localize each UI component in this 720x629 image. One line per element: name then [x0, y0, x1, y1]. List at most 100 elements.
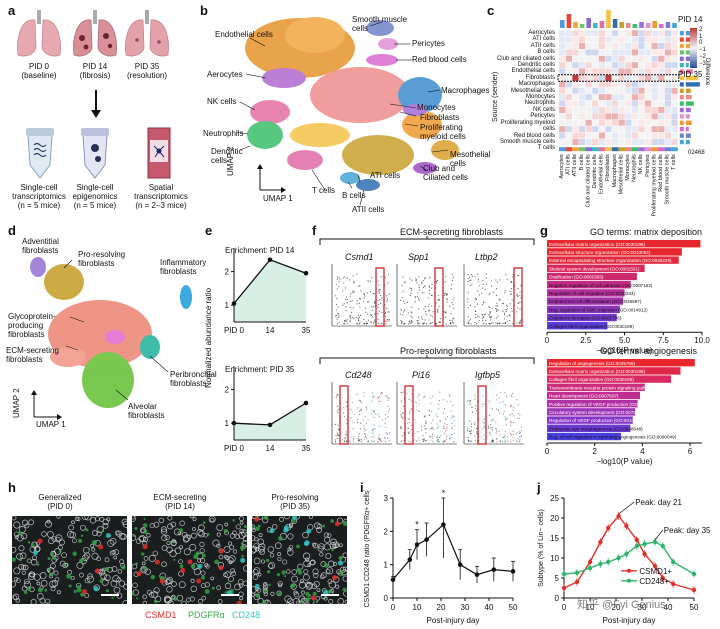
i-point — [414, 542, 420, 547]
cell-nucleus — [154, 595, 162, 603]
violin-dot — [371, 400, 373, 402]
heatmap-top-bar — [665, 22, 671, 28]
pdgfra-signal — [223, 528, 228, 534]
microscopy-image-1 — [9, 513, 130, 608]
heatmap-cell — [644, 55, 652, 63]
violin-dot — [516, 417, 518, 419]
violin-dot — [352, 307, 354, 309]
violin-dot — [444, 275, 446, 278]
violin-dot — [373, 424, 375, 426]
violin-dot — [509, 319, 511, 322]
violin-dot — [387, 273, 390, 276]
heatmap-col-color — [638, 147, 645, 152]
violin-dot — [431, 283, 433, 285]
j-point — [598, 539, 603, 545]
e-area — [234, 403, 306, 440]
violin-dot — [508, 314, 511, 316]
pdgfra-signal — [77, 585, 81, 589]
lung-pid14-caption: PID 14 (fibrosis) — [70, 62, 120, 80]
violin-dot — [363, 425, 365, 427]
violin-dot — [452, 404, 454, 407]
violin-dot — [432, 437, 434, 439]
violin-dot — [336, 437, 339, 440]
heatmap-cell — [572, 125, 579, 133]
pdgfra-signal — [17, 531, 22, 536]
heatmap-cell — [644, 119, 652, 127]
umap-b-label-b-cells: B cells — [342, 191, 366, 200]
heatmap-cell — [651, 68, 659, 75]
violin-dot — [483, 315, 485, 318]
cell-nucleus — [20, 532, 28, 540]
heatmap-col-color — [671, 147, 678, 152]
violin-dot — [400, 320, 402, 322]
heatmap-side-bar — [685, 88, 691, 93]
heatmap-cell — [618, 132, 626, 139]
violin-dot — [511, 395, 513, 398]
violin-dot — [492, 322, 494, 324]
go-bar — [547, 400, 638, 408]
umap-b-label-mesothelial: Mesothelial cells — [450, 150, 491, 168]
violin-dot — [372, 392, 374, 394]
violin-dot — [363, 433, 366, 435]
violin-dot — [423, 278, 426, 280]
heatmap-top-bar — [586, 18, 591, 28]
heatmap-cell — [605, 42, 612, 50]
heatmap-row-color — [679, 37, 684, 42]
violin-dot — [502, 437, 504, 439]
cell-nucleus — [274, 542, 282, 549]
pdgfra-signal — [49, 572, 54, 577]
heatmap-row-label: Aerocytes — [528, 30, 555, 36]
violin-dot — [360, 422, 362, 424]
heatmap-cell — [638, 119, 645, 127]
heatmap-cell — [651, 138, 659, 146]
pdgfra-signal — [284, 575, 287, 578]
cell-nucleus — [30, 598, 37, 605]
violin-dot — [504, 439, 506, 441]
pdgfra-signal — [23, 590, 28, 595]
pdgfra-signal — [263, 515, 269, 520]
j-xtick-label: 20 — [612, 603, 621, 612]
violin-dot — [373, 293, 375, 295]
violin-dot — [431, 435, 433, 437]
heatmap-cell — [585, 138, 593, 146]
violin-dot — [453, 297, 455, 299]
violin-dot — [428, 297, 430, 299]
panel-j-label: j — [537, 480, 541, 495]
pdgfra-signal — [30, 543, 35, 547]
violin-dot — [425, 420, 427, 422]
violin-dot — [416, 440, 418, 443]
heatmap-cell — [572, 61, 579, 69]
violin-dot — [424, 319, 426, 321]
violin-dot — [475, 297, 477, 299]
violin-dot — [436, 436, 438, 439]
i-xtick-label: 0 — [391, 603, 396, 612]
heatmap-side-bar — [685, 133, 691, 138]
violin-dot — [402, 311, 405, 313]
violin-dot — [378, 400, 380, 402]
violin-dot — [351, 402, 354, 404]
panel-c-label: c — [487, 3, 495, 18]
cell-nucleus — [18, 526, 26, 533]
i-ytick-label: 2 — [384, 527, 389, 536]
cell-nucleus — [160, 526, 167, 533]
violin-dot — [428, 293, 431, 295]
heatmap-col-color — [559, 147, 566, 152]
violin-dot — [343, 416, 346, 418]
violin-dot — [365, 323, 367, 325]
pdgfra-signal — [300, 600, 304, 604]
j-ytick-label: 5 — [555, 574, 560, 583]
violin-dot — [371, 409, 373, 411]
violin-dot — [505, 424, 507, 426]
heatmap-cell — [611, 42, 619, 50]
lung-name: PID 35 — [134, 62, 160, 71]
cell-nucleus — [89, 517, 97, 524]
violin-dot — [495, 399, 498, 401]
heatmap-cell — [657, 61, 665, 69]
violin-dot — [489, 292, 491, 294]
j-xtick-label: 30 — [638, 603, 647, 612]
heatmap-cell — [572, 132, 579, 139]
cell-nucleus — [209, 517, 215, 523]
h-sub: (PID 0) — [47, 502, 73, 511]
violin-dot — [408, 433, 410, 435]
heatmap-cell — [664, 61, 672, 69]
